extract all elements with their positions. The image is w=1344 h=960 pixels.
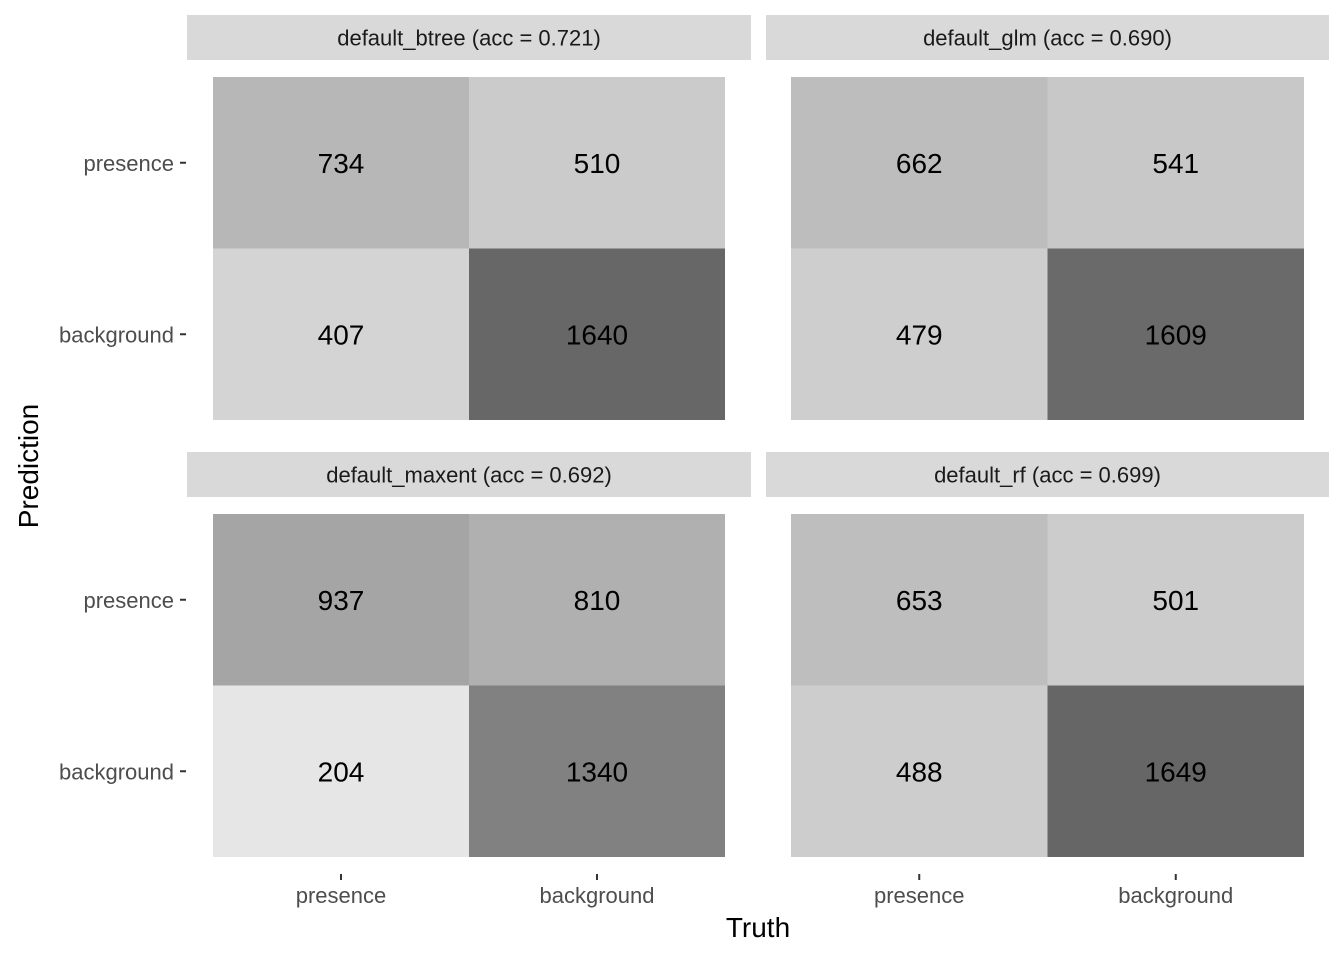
heatmap-cell (1047, 514, 1304, 686)
facet-strip (766, 15, 1329, 60)
x-tick-label: background (1118, 883, 1233, 908)
heatmap-cell (1047, 77, 1304, 249)
facet-panel: default_glm (acc = 0.690) 662 541 479 1609 (766, 15, 1329, 420)
cell-value-label: 541 (1152, 148, 1199, 179)
x-tick-label: presence (296, 883, 387, 908)
x-tick-label: background (540, 883, 655, 908)
cell-value-label: 653 (896, 585, 943, 616)
heatmap-cell (791, 248, 1048, 420)
facet-panel: default_rf (acc = 0.699) 653 501 488 1649 pre… (766, 452, 1329, 908)
heatmap-cell (213, 685, 469, 857)
facet-panel: default_btree (acc = 0.721) 734 510 407 1640… (59, 15, 751, 420)
heatmap-cell (469, 514, 725, 686)
facet-strip-label: default_maxent (acc = 0.692) (326, 463, 612, 488)
heatmap-cell (469, 685, 725, 857)
heatmap-cell (791, 514, 1048, 686)
heatmap-cell (213, 248, 469, 420)
cell-value-label: 510 (574, 148, 621, 179)
cell-value-label: 407 (318, 319, 365, 350)
facet-strip (766, 452, 1329, 497)
cell-value-label: 488 (896, 756, 943, 787)
cell-value-label: 662 (896, 148, 943, 179)
facet-strip-label: default_btree (acc = 0.721) (337, 26, 601, 51)
x-axis-title: Truth (726, 912, 790, 943)
cell-value-label: 479 (896, 319, 943, 350)
panels-group: default_btree (acc = 0.721) 734 510 407 1640… (59, 15, 1329, 908)
cell-value-label: 204 (318, 756, 365, 787)
y-tick-label: background (59, 322, 174, 347)
facet-strip (187, 452, 751, 497)
cell-value-label: 1640 (566, 319, 628, 350)
heatmap-cell (213, 514, 469, 686)
heatmap-cell (1047, 248, 1304, 420)
facet-strip-label: default_rf (acc = 0.699) (934, 463, 1161, 488)
x-tick-label: presence (874, 883, 965, 908)
cell-value-label: 1649 (1145, 756, 1207, 787)
y-axis-title: Prediction (13, 404, 44, 529)
cell-value-label: 734 (318, 148, 365, 179)
heatmap-cell (791, 685, 1048, 857)
cell-value-label: 501 (1152, 585, 1199, 616)
heatmap-cell (791, 77, 1048, 249)
cell-value-label: 1340 (566, 756, 628, 787)
facet-panel: default_maxent (acc = 0.692) 937 810 204 134… (59, 452, 751, 908)
cell-value-label: 1609 (1145, 319, 1207, 350)
cell-value-label: 937 (318, 585, 365, 616)
heatmap-cell (213, 77, 469, 249)
facet-strip-label: default_glm (acc = 0.690) (923, 26, 1172, 51)
y-tick-label: presence (83, 151, 174, 176)
y-tick-label: background (59, 759, 174, 784)
heatmap-cell (469, 77, 725, 249)
y-tick-label: presence (83, 588, 174, 613)
heatmap-cell (469, 248, 725, 420)
cell-value-label: 810 (574, 585, 621, 616)
heatmap-cell (1047, 685, 1304, 857)
facet-strip (187, 15, 751, 60)
